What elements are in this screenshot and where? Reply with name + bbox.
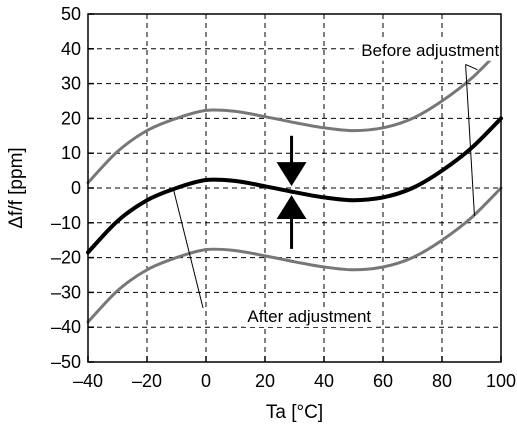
x-tick-label: 40 [314, 371, 334, 391]
x-tick-label: 20 [255, 371, 275, 391]
y-tick-label: –10 [51, 213, 81, 233]
x-axis-label: Ta [°C] [266, 402, 323, 423]
y-tick-label: –30 [51, 282, 81, 302]
annotation-after-adjustment: After adjustment [247, 307, 371, 326]
y-axis-label: Δf/f [ppm] [6, 147, 27, 228]
series-line-middle [86, 116, 503, 255]
annotation-after-pointer [173, 189, 204, 309]
x-tick-label: 100 [486, 371, 516, 391]
annotation-before-bg [358, 40, 503, 61]
series-group [86, 47, 503, 324]
annotation-before-pointer [465, 64, 475, 216]
annotation-before-pointer [465, 64, 478, 71]
y-tick-label: –20 [51, 248, 81, 268]
y-tick-label: 0 [71, 178, 81, 198]
y-tick-label: 50 [61, 4, 81, 24]
series-line-lower [86, 186, 503, 324]
annotation-after-bg [244, 306, 375, 327]
y-tick-label: –40 [51, 317, 81, 337]
x-tick-label: 0 [201, 371, 211, 391]
y-tick-label: 40 [61, 39, 81, 59]
annotation-before-adjustment: Before adjustment [361, 41, 499, 60]
x-tick-label: –20 [132, 371, 162, 391]
x-axis-ticks: –40 –20 0 20 40 60 80 100 [73, 356, 516, 391]
y-tick-label: 20 [61, 108, 81, 128]
y-axis-ticks: –50 –40 –30 –20 –10 0 10 20 30 40 50 [51, 4, 94, 372]
annotations: Before adjustment After adjustment [173, 40, 503, 327]
x-tick-label: 80 [432, 371, 452, 391]
y-tick-label: 30 [61, 74, 81, 94]
plot-frame [87, 13, 502, 363]
x-tick-label: –40 [73, 371, 103, 391]
y-tick-label: 10 [61, 143, 81, 163]
series-line-upper [86, 47, 503, 185]
x-tick-label: 60 [373, 371, 393, 391]
y-tick-label: –50 [51, 352, 81, 372]
